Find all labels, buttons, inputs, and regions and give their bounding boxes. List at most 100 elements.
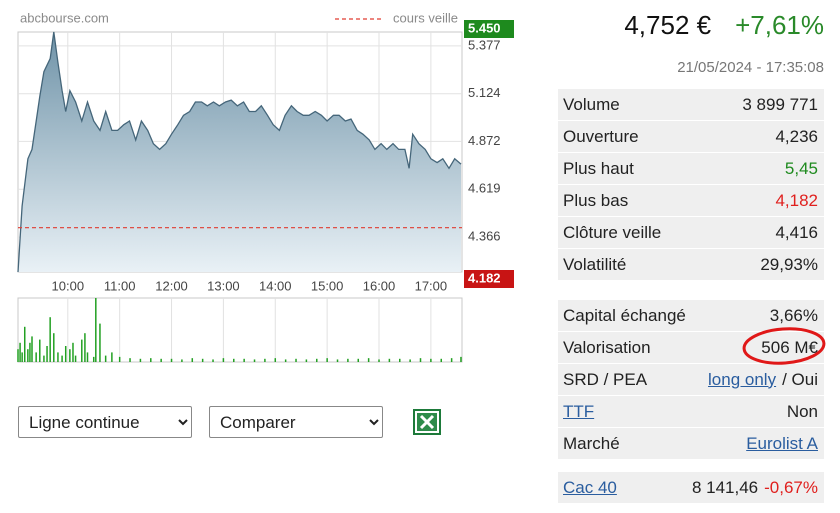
- volume-bar: [49, 317, 51, 362]
- stats-row: Plus haut 5,45: [558, 153, 824, 184]
- volume-bar: [81, 339, 83, 362]
- volume-bar: [31, 336, 33, 362]
- stats-row: Clôture veille 4,416: [558, 217, 824, 248]
- volume-bar: [409, 359, 411, 362]
- stats-row: TTF Non: [558, 396, 824, 427]
- volume-bar: [19, 342, 21, 362]
- low-label: 4.182: [468, 270, 501, 285]
- legend-label: cours veille: [393, 10, 458, 25]
- volume-bar: [74, 355, 77, 362]
- volume-bar: [367, 358, 370, 362]
- y-tick-label: 5.377: [468, 37, 501, 52]
- volume-bar: [64, 346, 67, 362]
- stats-row: SRD / PEA long only / Oui: [558, 364, 824, 395]
- volume-bar: [399, 358, 401, 362]
- volume-bar: [253, 359, 256, 362]
- volume-bar: [39, 339, 41, 362]
- row-label: Plus bas: [563, 190, 629, 210]
- index-row: Cac 40 8 141,46 -0,67%: [558, 472, 824, 503]
- row-label: Valorisation: [563, 337, 651, 357]
- volume-bar: [27, 349, 29, 362]
- index-link[interactable]: Cac 40: [563, 477, 617, 497]
- volume-bar: [326, 358, 328, 362]
- volume-bar: [201, 358, 204, 362]
- label-link[interactable]: TTF: [563, 401, 595, 421]
- row-value-group: 506 M€: [761, 338, 818, 358]
- volume-bar: [388, 358, 391, 362]
- row-value-group: 29,93%: [760, 255, 818, 275]
- value-suffix: / Oui: [782, 369, 818, 389]
- volume-bar: [336, 359, 339, 362]
- price-chart: abcbourse.com 4.366 4.619 4.872 5.124 5.377 1…: [17, 10, 514, 363]
- volume-bar: [17, 349, 19, 362]
- volume-bar: [86, 352, 89, 362]
- volume-bar: [357, 358, 360, 362]
- row-value: 4,416: [775, 222, 818, 242]
- row-value: 4,236: [775, 126, 818, 146]
- price-change: +7,61%: [735, 10, 824, 40]
- row-value-group: 3,66%: [770, 306, 818, 326]
- volume-bar: [243, 358, 245, 362]
- volume-bar: [118, 356, 121, 362]
- volume-bar: [212, 359, 214, 362]
- compare-select[interactable]: Comparer: [209, 406, 383, 438]
- stats-row: Volatilité 29,93%: [558, 249, 824, 280]
- volume-bar: [191, 358, 194, 362]
- volume-bar: [61, 355, 63, 362]
- x-tick-label: 12:00: [155, 278, 188, 293]
- chart-style-select[interactable]: Ligne continue: [18, 406, 192, 438]
- value-link[interactable]: Eurolist A: [746, 433, 818, 453]
- row-value-group: 3 899 771: [742, 95, 818, 115]
- row-label: Volume: [563, 94, 620, 114]
- row-value-group: Eurolist A: [746, 434, 818, 454]
- row-value: 29,93%: [760, 254, 818, 274]
- volume-bar: [274, 358, 277, 362]
- row-label: Ouverture: [563, 126, 639, 146]
- quote-header: 4,752 € +7,61%: [624, 10, 824, 41]
- volume-bar: [21, 352, 23, 362]
- x-tick-label: 13:00: [207, 278, 240, 293]
- volume-bar: [57, 352, 59, 362]
- volume-bar: [347, 358, 349, 362]
- volume-bar: [430, 358, 432, 362]
- volume-bar: [419, 358, 422, 362]
- y-tick-label: 4.619: [468, 181, 501, 196]
- stats-row: Marché Eurolist A: [558, 428, 824, 459]
- row-value: 506 M€: [761, 337, 818, 357]
- volume-bar: [460, 356, 462, 362]
- volume-bar: [129, 358, 131, 362]
- index-value: 8 141,46: [691, 477, 759, 497]
- watermark: abcbourse.com: [20, 10, 109, 25]
- y-tick-label: 4.872: [468, 133, 501, 148]
- volume-bar: [316, 358, 318, 362]
- volume-bar: [378, 359, 380, 362]
- row-label: Marché: [563, 433, 620, 453]
- volume-bar: [92, 356, 95, 362]
- area-fill: [18, 32, 461, 272]
- row-value-group: 4,236: [775, 127, 818, 147]
- volume-bar: [295, 358, 297, 362]
- volume-bar: [170, 358, 173, 362]
- high-box: [464, 20, 514, 38]
- row-value-group: 5,45: [785, 159, 818, 179]
- x-tick-label: 14:00: [259, 278, 292, 293]
- value-link[interactable]: long only: [708, 369, 777, 389]
- quote-time: 21/05/2024 - 17:35:08: [677, 59, 824, 76]
- x-tick-label: 17:00: [415, 278, 448, 293]
- y-tick-label: 4.366: [468, 229, 501, 244]
- volume-bar: [43, 355, 45, 362]
- row-label: Plus haut: [563, 158, 634, 178]
- low-box: [464, 270, 514, 288]
- row-label: SRD / PEA: [563, 369, 648, 389]
- row-label: Volatilité: [563, 254, 627, 274]
- index-values: 8 141,46 -0,67%: [692, 478, 818, 498]
- stats-row: Volume 3 899 771: [558, 89, 824, 120]
- volume-bar: [222, 358, 225, 362]
- row-value: 3 899 771: [742, 94, 818, 114]
- row-value-group: Non: [787, 402, 818, 422]
- row-label: Clôture veille: [563, 222, 662, 242]
- row-value-group: 4,416: [775, 223, 818, 243]
- volume-bar: [305, 359, 308, 362]
- excel-export-icon[interactable]: [413, 409, 441, 435]
